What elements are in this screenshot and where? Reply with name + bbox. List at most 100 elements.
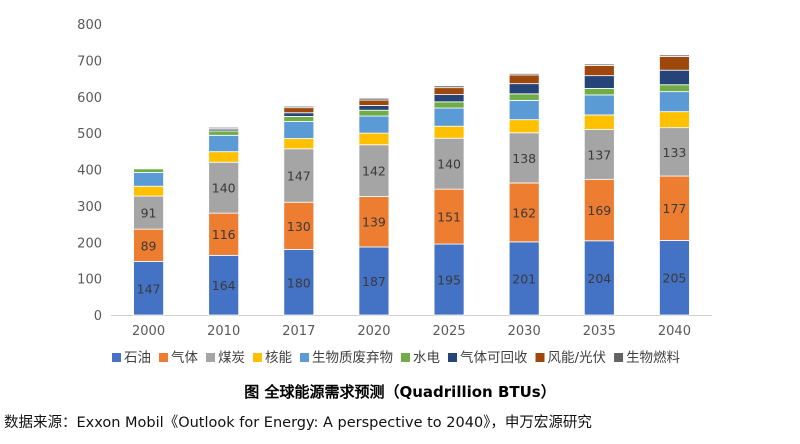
bar-segment <box>358 97 390 101</box>
bar-data-label: 177 <box>663 201 687 216</box>
y-tick-label: 300 <box>77 200 102 215</box>
bar-segment <box>508 132 540 184</box>
bar-segment <box>433 137 465 190</box>
bar-segment <box>508 73 540 76</box>
bar-segment <box>508 182 540 243</box>
bar-segment <box>133 185 164 197</box>
bar-segment <box>433 87 465 95</box>
bar-segment <box>283 115 315 122</box>
energy-demand-chart: 0 100 200 300 400 500 600 700 800 2000 2010 2017 202… <box>77 18 712 366</box>
bar-segment <box>283 201 315 250</box>
bar-segment <box>508 119 540 134</box>
bar-data-label: 180 <box>287 275 311 290</box>
bar-segment <box>208 254 240 316</box>
bar-segment <box>659 55 690 71</box>
y-tick-label: 200 <box>77 236 102 251</box>
bar-segment <box>659 175 690 241</box>
bar-segment <box>508 83 540 95</box>
bar-data-label: 187 <box>362 274 386 289</box>
bar-segment <box>659 54 690 57</box>
legend-label: 生物燃料 <box>626 349 680 366</box>
legend-swatch <box>535 353 545 362</box>
bar-segment <box>283 112 315 117</box>
bar-data-label: 162 <box>512 205 536 220</box>
bar-segment <box>208 126 240 129</box>
legend-swatch <box>253 353 262 362</box>
legend-swatch <box>401 353 410 362</box>
y-tick-label: 800 <box>77 18 102 33</box>
bar-segment <box>283 138 315 150</box>
bar-data-label: 140 <box>437 157 461 172</box>
bar-segment <box>659 127 690 177</box>
bar-data-label: 116 <box>212 227 236 242</box>
legend-label: 风能/光伏 <box>548 350 607 366</box>
bar-segment <box>508 74 540 85</box>
bar-segment <box>208 130 240 136</box>
bar-data-label: 142 <box>362 164 386 179</box>
legend-swatch <box>112 353 121 362</box>
legend-swatch <box>448 353 457 362</box>
bar-data-label: 201 <box>512 271 536 286</box>
bar-segment <box>583 63 615 66</box>
bar-segment <box>433 94 465 103</box>
bar-segment <box>283 121 315 139</box>
bar-segment <box>208 212 240 256</box>
bar-data-label: 147 <box>137 281 161 296</box>
bar-segment <box>659 69 690 86</box>
bar-segment <box>283 148 315 203</box>
bar-segment <box>208 161 240 214</box>
bar-data-label: 205 <box>663 271 687 286</box>
bar-segment <box>208 151 240 163</box>
bar-segment <box>133 166 164 169</box>
bar-segment <box>508 93 540 101</box>
bar-segment <box>208 134 240 153</box>
x-tick-label: 2030 <box>508 324 541 339</box>
bar-segment <box>433 243 465 316</box>
legend-label: 生物质废弃物 <box>312 350 393 366</box>
bar-data-label: 133 <box>663 145 687 160</box>
x-tick-label: 2000 <box>132 324 165 339</box>
x-tick-label: 2017 <box>282 324 315 339</box>
bar-data-label: 89 <box>141 238 157 253</box>
y-tick-label: 400 <box>77 164 102 179</box>
bar-segment <box>358 115 390 134</box>
bar-data-label: 91 <box>141 206 157 221</box>
bar-data-label: 139 <box>362 215 386 230</box>
legend-swatch <box>614 353 624 362</box>
legend-label: 气体可回收 <box>460 350 528 366</box>
legend-swatch <box>206 353 215 362</box>
bar-segment <box>433 85 465 89</box>
legend-label: 气体 <box>171 350 198 366</box>
bar-segment <box>659 91 690 113</box>
bar-segment <box>583 65 615 77</box>
bar-segment <box>583 114 615 130</box>
legend-swatch <box>300 353 309 362</box>
bar-segment <box>583 178 615 242</box>
bar-segment <box>133 168 164 173</box>
bar-segment <box>433 107 465 127</box>
bar-data-label: 195 <box>437 273 461 288</box>
bar-segment <box>358 105 390 111</box>
bar-segment <box>583 240 615 316</box>
bar-segment <box>133 228 164 262</box>
bar-segment <box>433 188 465 245</box>
bar-segment <box>283 107 315 114</box>
bar-segment <box>659 240 690 316</box>
x-tick-label: 2040 <box>658 324 691 339</box>
bar-segment <box>358 99 390 106</box>
bar-data-label: 151 <box>437 210 461 225</box>
legend-label: 煤炭 <box>218 350 245 366</box>
bar-data-label: 130 <box>287 219 311 234</box>
bar-data-label: 204 <box>587 271 611 286</box>
bar-segment <box>358 132 390 146</box>
chart-caption: 图 全球能源需求预测（Quadrillion BTUs） <box>244 383 556 401</box>
bar-data-label: 140 <box>212 181 236 196</box>
x-tick-label: 2025 <box>433 324 466 339</box>
bar-segment <box>508 99 540 121</box>
y-tick-label: 500 <box>77 127 102 142</box>
bar-data-label: 138 <box>512 151 536 166</box>
x-tick-label: 2035 <box>583 324 616 339</box>
legend-swatch <box>159 353 168 362</box>
bar-segment <box>583 94 615 116</box>
legend-label: 石油 <box>124 350 151 366</box>
